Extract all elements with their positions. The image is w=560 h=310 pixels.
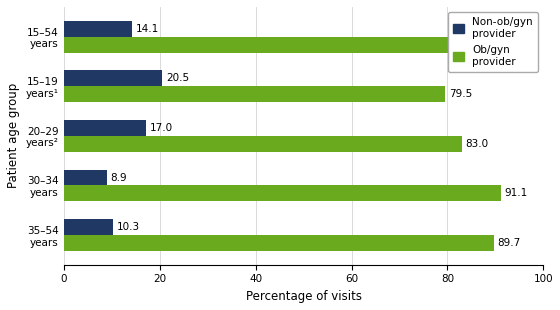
Y-axis label: Patient age group: Patient age group	[7, 83, 20, 188]
Text: 91.1: 91.1	[505, 188, 528, 198]
Bar	[64, 37, 475, 53]
Bar	[64, 120, 146, 136]
Text: 89.7: 89.7	[498, 238, 521, 248]
Text: 14.1: 14.1	[136, 24, 158, 34]
Bar	[64, 219, 114, 235]
Bar	[64, 70, 162, 86]
Text: 10.3: 10.3	[117, 222, 141, 232]
Bar	[64, 136, 462, 152]
Text: 8.9: 8.9	[110, 172, 127, 183]
Text: 20.5: 20.5	[166, 73, 189, 83]
Text: 17.0: 17.0	[150, 123, 172, 133]
X-axis label: Percentage of visits: Percentage of visits	[246, 290, 362, 303]
Bar	[64, 21, 132, 37]
Bar	[64, 86, 445, 102]
Bar	[64, 185, 501, 201]
Bar	[64, 235, 494, 251]
Legend: Non-ob/gyn
provider, Ob/gyn
provider: Non-ob/gyn provider, Ob/gyn provider	[448, 12, 538, 72]
Text: 83.0: 83.0	[465, 139, 489, 149]
Text: 85.9: 85.9	[479, 40, 503, 50]
Bar	[64, 170, 107, 185]
Text: 79.5: 79.5	[449, 89, 472, 99]
